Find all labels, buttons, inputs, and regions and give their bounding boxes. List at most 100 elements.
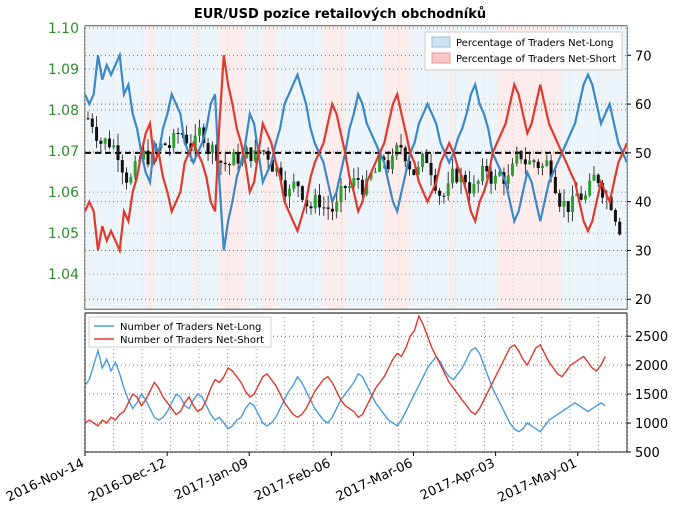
candle-body	[99, 140, 103, 144]
shade-bar	[423, 26, 428, 309]
candle-body	[463, 174, 467, 183]
right-tick-label: 50	[635, 147, 652, 162]
candle-body	[275, 167, 279, 172]
shade-bar	[353, 26, 359, 309]
top-lines	[83, 51, 629, 255]
shade-bar	[449, 26, 454, 309]
candle-body	[262, 150, 266, 152]
shade-bar	[605, 26, 610, 309]
candle-body	[480, 165, 484, 182]
candle-body	[450, 168, 454, 184]
candle-body	[360, 179, 364, 195]
candle-body	[193, 135, 197, 151]
candle-body	[403, 147, 407, 162]
right-count-tick-label: 2500	[635, 330, 668, 345]
shade-bar	[470, 26, 476, 309]
shade-bar	[228, 26, 233, 309]
legend-label-count-long: Number of Traders Net-Long	[120, 322, 261, 333]
shade-bar	[111, 26, 116, 309]
candle-body	[369, 172, 373, 179]
shade-bar	[193, 26, 198, 309]
candle-body	[228, 164, 232, 166]
top-legend: Percentage of Traders Net-Long Percentag…	[424, 31, 623, 71]
shade-bar	[288, 26, 294, 309]
left-tick-label: 1.06	[48, 185, 79, 201]
candle-body	[185, 134, 189, 144]
candle-body	[129, 177, 133, 183]
right-count-tick-label: 1500	[635, 388, 668, 403]
candle-body	[356, 178, 360, 180]
left-tick-label: 1.08	[48, 103, 79, 119]
left-tick-label: 1.09	[48, 62, 79, 78]
shade-bar	[514, 26, 519, 309]
shade-bar	[184, 26, 190, 309]
shade-bar	[375, 26, 380, 309]
candle-body	[523, 159, 527, 165]
candle-body	[232, 152, 236, 166]
candle-body	[313, 194, 317, 209]
candle-body	[112, 145, 116, 148]
shade-bar	[189, 26, 194, 309]
left-tick-label: 1.10	[48, 21, 79, 37]
left-tick-label: 1.07	[48, 144, 79, 160]
shade-bar	[297, 26, 302, 309]
shade-bar	[245, 26, 250, 309]
candle-body	[318, 194, 322, 208]
candle-body	[536, 161, 540, 169]
shade-bar	[163, 26, 168, 309]
shade-bar	[219, 26, 224, 309]
shade-bar	[362, 26, 367, 309]
chart-title: EUR/USD pozice retailových obchodníků	[194, 7, 486, 22]
shade-bar	[501, 26, 506, 309]
shade-bar	[587, 26, 593, 309]
candle-body	[133, 161, 137, 178]
candle-body	[566, 201, 570, 212]
shade-bar	[301, 26, 307, 309]
candle-body	[266, 150, 270, 160]
candle-body	[596, 174, 600, 184]
candle-body	[455, 168, 459, 183]
candle-body	[408, 161, 412, 170]
candle-body	[468, 182, 472, 194]
shade-bar	[600, 26, 606, 309]
shade-bar	[596, 26, 601, 309]
shade-bar	[249, 26, 255, 309]
shade-bar	[167, 26, 172, 309]
candle-body	[107, 138, 111, 148]
shade-bar	[102, 26, 107, 309]
shade-bar	[93, 26, 99, 309]
candle-body	[142, 150, 146, 160]
candle-body	[618, 221, 622, 235]
candle-body	[210, 144, 214, 153]
candle-body	[493, 175, 497, 184]
legend-swatch-net-long	[431, 36, 451, 48]
shade-bar	[557, 26, 562, 309]
candle-body	[420, 153, 424, 168]
candle-body	[549, 160, 553, 177]
candle-body	[571, 195, 575, 212]
shade-bar	[284, 26, 289, 309]
series-line-net-short-pct	[83, 55, 629, 255]
candle-body	[300, 186, 304, 200]
legend-swatch-net-short	[431, 52, 451, 64]
candle-body	[442, 195, 446, 197]
shade-bar	[171, 26, 177, 309]
shade-bar	[570, 26, 575, 309]
shade-bar	[527, 26, 532, 309]
legend-label-net-long: Percentage of Traders Net-Long	[456, 38, 614, 49]
candle-body	[609, 196, 613, 211]
shade-bar	[115, 26, 120, 309]
shade-bar	[85, 26, 90, 309]
candle-body	[528, 160, 532, 165]
shade-bar	[583, 26, 588, 309]
candle-body	[125, 172, 129, 183]
candle-body	[378, 156, 382, 172]
candle-body	[95, 126, 99, 141]
bottom-panel-frame	[84, 312, 628, 453]
candle-body	[459, 174, 463, 183]
left-tick-label: 1.04	[48, 267, 79, 283]
shade-bar	[418, 26, 424, 309]
candle-body	[352, 178, 356, 187]
candle-body	[253, 150, 257, 162]
candle-body	[519, 150, 523, 160]
